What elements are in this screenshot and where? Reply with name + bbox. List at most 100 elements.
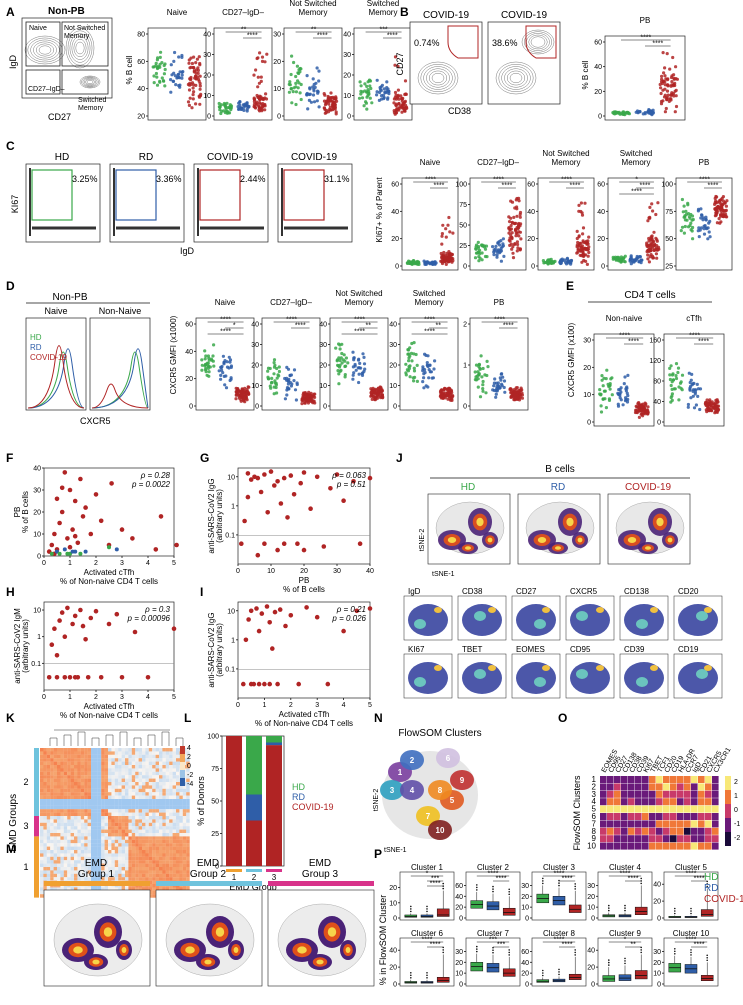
panel-c-strip-3-sig-label: ****	[570, 183, 581, 190]
panel-k-cell	[84, 853, 88, 857]
panel-k-group-label: 2	[23, 777, 28, 787]
panel-k-cell	[138, 812, 143, 817]
panel-k-cell	[91, 765, 95, 769]
panel-a-strip-1-dot	[195, 57, 199, 61]
panel-l-bar-segment	[266, 736, 282, 743]
panel-k-cell	[114, 758, 119, 762]
panel-k-cell	[114, 829, 119, 834]
panel-c-strip-5-dot	[718, 199, 722, 203]
panel-d-strip-3-dot	[380, 389, 384, 394]
panel-k-cell	[135, 812, 139, 817]
panel-k-cell	[179, 856, 183, 861]
panel-b-pb-dot	[674, 104, 679, 109]
panel-k-cell	[172, 809, 177, 813]
panel-k-cell	[121, 792, 126, 796]
panel-d-strip-1-dot	[204, 370, 208, 374]
panel-k-cell	[165, 768, 170, 772]
panel-a-strip-1-dot	[172, 59, 176, 64]
panel-k-cell	[84, 802, 88, 806]
panel-d-strip-1-dot	[217, 369, 221, 373]
panel-k-cell	[152, 846, 156, 851]
panel-k-cell	[97, 758, 102, 762]
panel-a-strip-1-dot	[194, 71, 198, 75]
panel-i-xtick-label: 1	[262, 702, 266, 709]
panel-k-cell	[114, 768, 119, 772]
panel-k-cell	[74, 758, 78, 762]
panel-k-cell	[165, 843, 170, 847]
panel-a-strip-4-dot	[392, 101, 396, 105]
panel-d-strip-1-dot	[220, 364, 224, 369]
panel-k-cell	[77, 785, 81, 789]
panel-k-cell	[94, 863, 98, 868]
panel-b-pb-dot	[662, 71, 666, 75]
panel-d-strip-4-dot	[422, 386, 426, 390]
panel-c-strip-2-dot	[510, 247, 514, 251]
panel-c-strip-5-dot	[714, 213, 718, 217]
panel-k-cell	[159, 846, 163, 851]
panel-k-cell	[145, 873, 149, 878]
panel-k-cell	[111, 860, 115, 864]
panel-k-cell	[186, 829, 190, 834]
panel-k-cell	[70, 836, 75, 840]
panel-k-cell	[118, 839, 122, 844]
panel-k-cell	[94, 843, 98, 847]
panel-k-cell	[101, 822, 105, 827]
panel-k-cell	[152, 850, 156, 854]
panel-k-cell	[97, 768, 102, 772]
panel-k-cell	[179, 785, 183, 789]
panel-k-cell	[57, 761, 61, 766]
panel-k-cell	[74, 812, 78, 817]
panel-k-cell	[46, 812, 51, 817]
panel-k-cell	[50, 788, 54, 793]
panel-o-cell	[600, 776, 607, 783]
panel-k-cell	[46, 877, 51, 881]
panel-k-cell	[182, 867, 187, 871]
panel-d-strip-3-dot	[343, 375, 347, 379]
panel-k-cell	[40, 748, 44, 752]
panel-k-cell	[80, 877, 85, 881]
panel-k-cell	[155, 771, 160, 776]
panel-c-strip-5-dot	[706, 226, 710, 230]
panel-e-strip-1-dot	[634, 404, 638, 408]
panel-k-cell	[50, 850, 54, 854]
panel-d-strip-5-dot	[513, 393, 518, 397]
panel-k-cell	[159, 748, 163, 752]
panel-k-cell	[57, 799, 61, 803]
panel-k-cell	[145, 799, 149, 803]
panel-e-strip-2-dot	[705, 398, 709, 402]
panel-a-strip-3-dot	[315, 99, 319, 103]
panel-k-cell	[169, 846, 173, 851]
panel-k-cell	[172, 778, 177, 783]
panel-k-cell	[142, 795, 146, 800]
panel-a-strip-2-dot	[252, 73, 256, 77]
panel-b-pb-sig-label: ****	[640, 35, 651, 42]
panel-k-cell	[53, 822, 58, 827]
panel-k-cell	[97, 751, 102, 755]
panel-k-cell	[87, 792, 92, 796]
panel-k-cell	[40, 846, 44, 851]
panel-d-strip-4-dot	[423, 368, 427, 372]
panel-c-strip-5-dot	[697, 235, 701, 239]
panel-k-cell	[87, 887, 92, 891]
panel-j-density	[656, 517, 664, 527]
panel-e-strip-2-dot	[690, 372, 694, 376]
panel-g-point	[314, 474, 320, 480]
panel-k-cell	[142, 758, 146, 762]
panel-k-cell	[74, 826, 78, 830]
panel-k-scale	[180, 754, 185, 762]
panel-k-cell	[43, 843, 47, 847]
panel-k-cell	[67, 775, 71, 779]
panel-k-cell	[111, 843, 115, 847]
panel-d-hist-curve	[27, 351, 85, 409]
panel-k-cell	[121, 802, 126, 806]
panel-c-strip-5-sig-label: ****	[708, 183, 719, 190]
panel-n-cluster-label: 5	[450, 796, 455, 805]
panel-k-cell	[179, 873, 183, 878]
panel-i-point	[304, 605, 309, 610]
panel-k-cell	[135, 826, 139, 830]
panel-k-cell	[165, 853, 170, 857]
panel-e-strip-1-dot	[622, 382, 626, 386]
panel-k-cell	[77, 748, 81, 752]
panel-k-cell	[77, 805, 81, 810]
